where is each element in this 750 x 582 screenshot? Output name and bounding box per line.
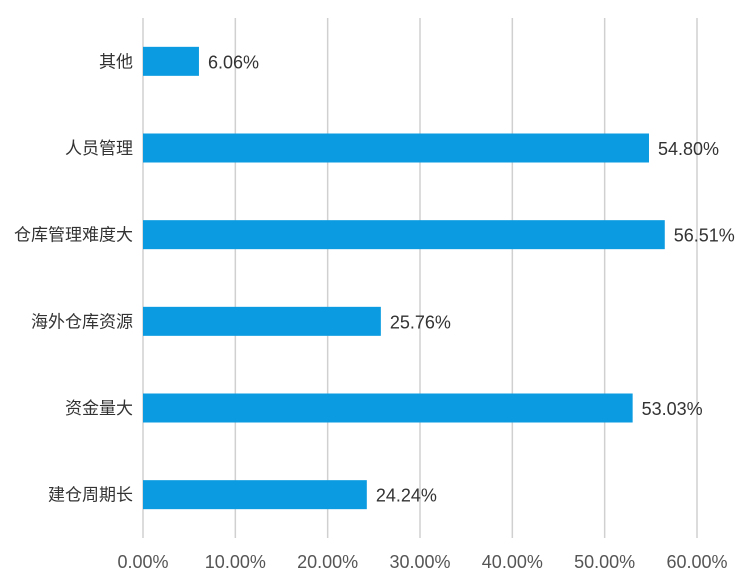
category-label: 资金量大 <box>65 399 133 419</box>
bar <box>143 393 633 423</box>
category-label: 海外仓库资源 <box>31 312 133 332</box>
category-label: 建仓周期长 <box>48 486 133 506</box>
bars <box>143 46 665 510</box>
category-label: 其他 <box>99 52 133 72</box>
x-axis-tick-labels: 0.00% 10.00% 20.00% 30.00% 40.00% 50.00% 60.00… <box>117 552 727 572</box>
x-tick-label: 0.00% <box>117 552 168 572</box>
bar <box>143 46 199 76</box>
category-label: 人员管理 <box>65 139 133 159</box>
data-label: 6.06% <box>208 52 259 72</box>
category-label: 仓库管理难度大 <box>14 226 133 246</box>
data-label: 24.24% <box>376 486 437 506</box>
bar <box>143 220 665 250</box>
data-label: 53.03% <box>642 399 703 419</box>
x-tick-label: 20.00% <box>297 552 358 572</box>
bar <box>143 306 381 336</box>
gridlines <box>142 18 698 538</box>
x-tick-label: 30.00% <box>389 552 450 572</box>
x-tick-label: 10.00% <box>205 552 266 572</box>
data-label: 54.80% <box>658 139 719 159</box>
data-label: 56.51% <box>674 226 735 246</box>
x-tick-label: 50.00% <box>574 552 635 572</box>
x-tick-label: 40.00% <box>482 552 543 572</box>
x-tick-label: 60.00% <box>666 552 727 572</box>
bar <box>143 133 649 163</box>
data-label: 25.76% <box>390 312 451 332</box>
bar <box>143 480 367 510</box>
value-labels: 6.06% 54.80% 56.51% 25.76% 53.03% 24.24% <box>208 52 735 505</box>
